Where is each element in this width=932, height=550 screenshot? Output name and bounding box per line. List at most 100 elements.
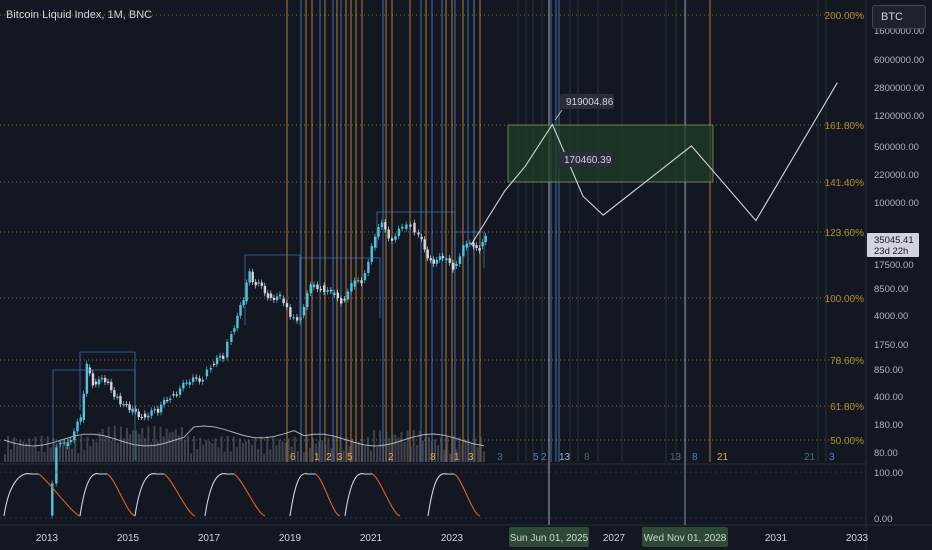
candle — [156, 408, 160, 413]
volume-bar — [467, 441, 470, 462]
time-marker-2028: Wed Nov 01, 2028 — [642, 527, 728, 547]
volume-bar — [190, 453, 193, 462]
candle — [367, 261, 370, 274]
candle — [478, 248, 481, 251]
cycle-number: 3 — [829, 452, 835, 463]
candle — [257, 282, 261, 284]
volume-bar — [223, 451, 226, 462]
price-axis-label: 8500.00 — [874, 284, 908, 295]
time-axis-label: 2013 — [36, 533, 59, 544]
candle — [185, 382, 188, 384]
time-marker-2025-box — [509, 527, 589, 547]
price-axis-label: 80.00 — [874, 448, 898, 459]
volume-bar — [431, 441, 433, 462]
channel-band — [52, 369, 136, 460]
candle — [285, 303, 289, 308]
volume-bar — [272, 437, 275, 462]
candle — [306, 293, 309, 307]
candle — [423, 239, 426, 250]
volume-ma-line — [3, 425, 485, 447]
volume-bar — [376, 447, 379, 462]
candle — [405, 224, 408, 229]
volume-bar — [74, 436, 77, 462]
volume-bar — [110, 440, 113, 462]
osc-line-falling — [371, 473, 401, 517]
candle — [387, 229, 390, 239]
volume-bar — [171, 431, 174, 462]
volume-bar — [333, 436, 336, 462]
volume-bar — [141, 427, 144, 462]
osc-line-rising — [3, 473, 39, 517]
candle — [360, 280, 363, 284]
cycle-count: 8 — [430, 452, 436, 463]
candle — [272, 297, 276, 300]
candle — [79, 417, 82, 422]
candle — [245, 282, 248, 302]
channel-band — [376, 211, 456, 248]
candle — [356, 280, 360, 282]
volume-bar — [31, 446, 34, 462]
candle — [110, 381, 113, 391]
candle — [230, 334, 233, 342]
candle — [119, 395, 122, 405]
candle — [226, 341, 229, 358]
volume-bar — [43, 452, 46, 462]
candle — [350, 282, 353, 292]
volume-bar — [126, 427, 128, 462]
osc-line-rising — [79, 473, 108, 517]
peak-annotation: 919004.86 — [560, 94, 614, 109]
cycle-count: 3 — [337, 452, 343, 463]
cycle-count: 3 — [468, 452, 474, 463]
channel-band — [299, 257, 381, 318]
volume-bar — [119, 426, 122, 462]
cycle-count: 5 — [347, 452, 353, 463]
volume-bar — [183, 439, 186, 462]
candle — [178, 388, 182, 395]
cycle-count: 6 — [290, 452, 296, 463]
candle — [462, 245, 465, 257]
volume-bar — [202, 444, 205, 462]
osc-line-rising — [134, 473, 164, 517]
symbol-button[interactable]: BTC — [872, 5, 926, 29]
volume-bar — [299, 436, 302, 462]
osc-axis-label: 0.00 — [874, 514, 893, 525]
candle — [201, 379, 205, 382]
volume-bar — [28, 438, 31, 462]
volume-bar — [116, 442, 119, 462]
candle — [465, 243, 468, 248]
volume-bar — [107, 426, 110, 462]
candle — [140, 416, 144, 419]
osc-line-falling — [453, 473, 481, 517]
volume-bar — [458, 437, 461, 462]
cycle-number: 21 — [804, 452, 816, 463]
candle — [435, 259, 439, 264]
volume-bar — [357, 442, 360, 462]
candle — [413, 222, 416, 233]
candle — [278, 294, 282, 297]
candle — [122, 404, 125, 406]
volume-bar — [336, 453, 339, 462]
volume-bar — [83, 450, 86, 462]
volume-bar — [150, 442, 153, 462]
osc-line-rising — [204, 473, 234, 517]
candle — [319, 288, 323, 291]
osc-line-rising — [344, 473, 373, 517]
volume-bar — [275, 445, 278, 462]
volume-bar — [49, 447, 52, 462]
volume-bar — [302, 452, 305, 462]
candle — [438, 256, 442, 260]
volume-bar — [281, 441, 284, 462]
candle — [333, 292, 336, 295]
channel-band — [244, 254, 301, 325]
target-annotation-box — [558, 152, 612, 167]
volume-bar — [470, 443, 473, 462]
candle — [248, 271, 251, 283]
peak-annotation-text: 919004.86 — [566, 97, 614, 108]
volume-bar — [351, 439, 354, 462]
volume-bar — [348, 445, 351, 462]
candle — [441, 256, 445, 259]
cycle-number: 5 — [533, 452, 539, 463]
candle — [263, 285, 267, 294]
volume-bar — [342, 450, 345, 462]
candle — [266, 293, 270, 298]
